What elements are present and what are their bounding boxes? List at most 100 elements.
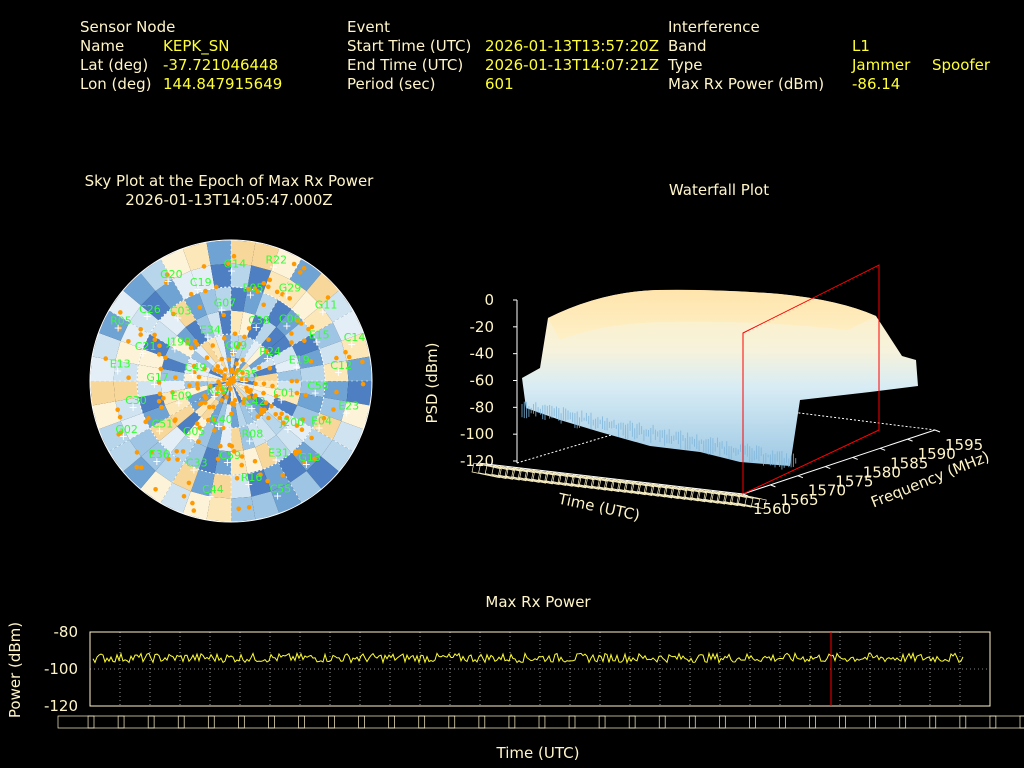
waterfall-time-tick-label <box>676 486 708 503</box>
sky-plot-cell <box>200 340 220 363</box>
satellite-cross: + <box>263 352 272 365</box>
sky-track-dot <box>134 450 140 455</box>
waterfall-z-ticks: 0 -20 -40 -60 -80 -100 -120 <box>460 291 517 470</box>
sky-track-dot <box>156 399 162 404</box>
sky-track-dot <box>202 393 207 399</box>
satellite-label: J199 <box>166 336 191 349</box>
satellite-cross: + <box>239 375 248 388</box>
sky-track-dot <box>143 419 148 425</box>
sky-plot-spoke <box>230 310 354 382</box>
sky-plot-cell <box>115 340 143 365</box>
sky-track-dot <box>202 366 207 372</box>
sky-track-dot <box>230 350 236 356</box>
sky-plot-cell <box>140 441 171 472</box>
satellite-label: C26 <box>139 303 161 316</box>
waterfall-z-tick-label: -100 <box>460 425 494 443</box>
sky-plot-cell <box>158 308 186 336</box>
satellite-label: C33 <box>186 457 208 470</box>
satellite-label: C49 <box>185 361 207 374</box>
waterfall-freq-axis <box>742 429 936 495</box>
sky-plot-dots <box>103 253 366 513</box>
sky-track-dot <box>216 368 221 374</box>
satellite-cross: + <box>252 321 261 334</box>
sky-track-dot <box>115 407 120 413</box>
satellite-cross: + <box>193 283 202 296</box>
sky-track-dot <box>196 374 202 380</box>
waterfall-spikes <box>521 401 797 470</box>
sky-track-dot <box>157 343 162 349</box>
sky-track-dot <box>239 454 245 459</box>
sky-plot-spoke <box>230 258 302 382</box>
sky-track-dot <box>192 370 197 375</box>
satellite-cross: + <box>244 478 253 491</box>
sky-track-dot <box>126 339 131 344</box>
waterfall-time-tick-label <box>584 475 615 492</box>
sky-track-dot <box>252 395 257 400</box>
sky-track-dot <box>166 456 171 462</box>
satellite-label: R16 <box>241 471 263 484</box>
sky-track-dot <box>294 378 300 384</box>
sky-plot-cell <box>231 381 255 386</box>
sky-track-dot <box>134 464 139 470</box>
sky-plot-cell <box>90 356 116 381</box>
sky-track-dot <box>231 253 237 259</box>
sky-plot-cell <box>190 265 215 293</box>
sky-plot-cell <box>122 456 156 490</box>
satellite-marker: +C38 <box>248 314 270 334</box>
satellite-marker: +C42 <box>244 395 266 415</box>
sky-track-dot <box>188 291 194 297</box>
satellite-marker: +C12 <box>330 359 352 379</box>
sky-plot-spoke <box>230 380 354 452</box>
waterfall-time-tick-label <box>643 482 674 499</box>
sky-track-dot <box>266 284 271 290</box>
sky-plot-cell <box>195 314 215 341</box>
sky-plot-cell <box>115 397 143 422</box>
sky-track-dot <box>306 326 311 332</box>
satellite-marker: +C06 <box>279 312 301 332</box>
sky-track-dot <box>220 425 226 431</box>
sky-track-dot <box>208 383 213 389</box>
sky-plot-cell <box>263 462 290 492</box>
satellite-label: G11 <box>315 298 338 311</box>
sky-plot-wedges <box>90 240 372 522</box>
satellite-cross: + <box>292 361 301 374</box>
sky-track-dot <box>229 443 235 449</box>
sky-track-dot <box>224 394 229 400</box>
sky-plot-cell <box>271 345 298 365</box>
satellite-cross: + <box>342 407 351 420</box>
sky-track-dot <box>216 379 221 385</box>
sky-track-dot <box>138 332 143 337</box>
satellite-label: C56 <box>307 379 329 392</box>
sky-plot-cell <box>113 381 139 402</box>
sky-plot-cell <box>160 381 185 394</box>
power-x-tick-label <box>929 715 967 729</box>
satellite-label: E05 <box>243 281 264 294</box>
sky-track-dot <box>217 382 223 388</box>
sky-plot-cell <box>346 381 372 406</box>
waterfall-z-tick-label: -120 <box>460 452 494 470</box>
sky-track-dot <box>277 415 283 421</box>
sky-plot-cell <box>149 416 177 442</box>
sky-plot-cell <box>312 413 342 440</box>
sky-plot-cell <box>231 362 250 381</box>
sensor-name-value: KEPK_SN <box>163 37 230 55</box>
satellite-cross: + <box>277 393 286 406</box>
sky-plot-cell <box>231 381 250 400</box>
satellite-marker: +C01 <box>273 386 295 406</box>
satellite-label: E04 <box>311 414 332 427</box>
sky-track-dot <box>274 289 280 295</box>
sky-plot-cell <box>142 405 170 428</box>
sky-plot-cell <box>277 368 302 381</box>
sky-track-dot <box>103 356 108 361</box>
satellite-cross: + <box>245 434 254 447</box>
power-x-tick-label <box>869 715 907 729</box>
type-label: Type <box>668 56 703 74</box>
sky-track-dot <box>174 449 179 454</box>
sky-plot-cell <box>276 426 304 454</box>
sky-plot-cell <box>251 242 280 271</box>
sky-plot-cell <box>210 263 231 289</box>
satellite-marker: +E04 <box>311 414 332 434</box>
satellite-cross: + <box>113 321 122 334</box>
start-time-label: Start Time (UTC) <box>347 37 472 55</box>
sky-plot-cell <box>243 288 264 315</box>
